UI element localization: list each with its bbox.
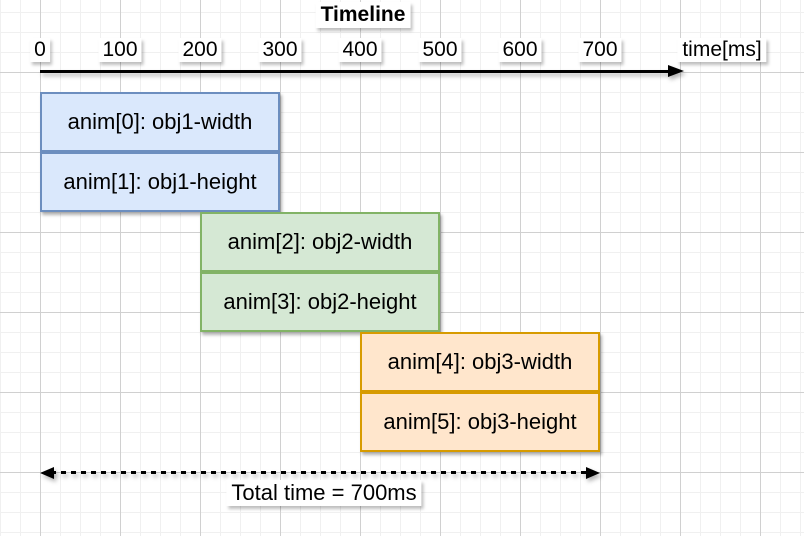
anim-bar-3-obj2-height: anim[3]: obj2-height [200, 272, 440, 332]
anim-bar-1-obj1-height: anim[1]: obj1-height [40, 152, 280, 212]
axis-tick-label-100: 100 [98, 38, 142, 62]
axis-tick-label-500: 500 [418, 38, 462, 62]
total-time-arrow [40, 466, 600, 479]
diagram-title: Timeline [315, 2, 411, 28]
anim-bar-5-obj3-height: anim[5]: obj3-height [360, 392, 600, 452]
time-axis-arrowhead-icon [668, 65, 684, 77]
axis-tick-label-700: 700 [578, 38, 622, 62]
axis-tick-label-300: 300 [258, 38, 302, 62]
axis-tick-label-0: 0 [30, 38, 50, 62]
total-arrow-left-head-icon [40, 466, 54, 479]
anim-bar-2-obj2-width: anim[2]: obj2-width [200, 212, 440, 272]
axis-tick-label-200: 200 [178, 38, 222, 62]
total-arrow-dashed-line [51, 471, 589, 474]
axis-unit-label: time[ms] [677, 38, 767, 62]
time-axis-line [40, 70, 670, 73]
axis-tick-label-600: 600 [498, 38, 542, 62]
anim-bar-4-obj3-width: anim[4]: obj3-width [360, 332, 600, 392]
axis-tick-label-400: 400 [338, 38, 382, 62]
total-time-label: Total time = 700ms [226, 480, 422, 506]
total-arrow-right-head-icon [586, 466, 600, 479]
anim-bar-0-obj1-width: anim[0]: obj1-width [40, 92, 280, 152]
